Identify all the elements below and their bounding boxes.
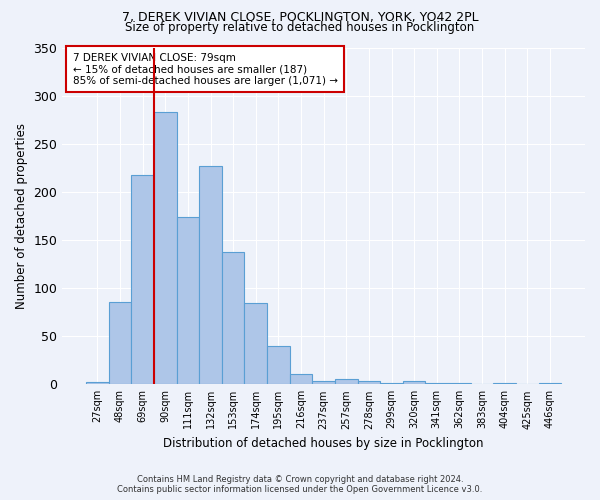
Bar — [267, 346, 290, 385]
Bar — [335, 380, 358, 384]
Bar — [358, 382, 380, 384]
Text: 7 DEREK VIVIAN CLOSE: 79sqm
← 15% of detached houses are smaller (187)
85% of se: 7 DEREK VIVIAN CLOSE: 79sqm ← 15% of det… — [73, 52, 338, 86]
Text: Contains HM Land Registry data © Crown copyright and database right 2024.
Contai: Contains HM Land Registry data © Crown c… — [118, 474, 482, 494]
Bar — [86, 382, 109, 384]
Bar — [403, 382, 425, 384]
Bar — [244, 302, 267, 384]
X-axis label: Distribution of detached houses by size in Pocklington: Distribution of detached houses by size … — [163, 437, 484, 450]
Bar — [176, 217, 199, 384]
Bar — [131, 176, 154, 384]
Bar — [154, 112, 176, 384]
Bar — [109, 302, 131, 384]
Bar — [199, 166, 222, 384]
Bar — [313, 382, 335, 384]
Bar — [290, 374, 313, 384]
Bar — [222, 252, 244, 384]
Y-axis label: Number of detached properties: Number of detached properties — [15, 123, 28, 309]
Text: Size of property relative to detached houses in Pocklington: Size of property relative to detached ho… — [125, 22, 475, 35]
Text: 7, DEREK VIVIAN CLOSE, POCKLINGTON, YORK, YO42 2PL: 7, DEREK VIVIAN CLOSE, POCKLINGTON, YORK… — [122, 11, 478, 24]
